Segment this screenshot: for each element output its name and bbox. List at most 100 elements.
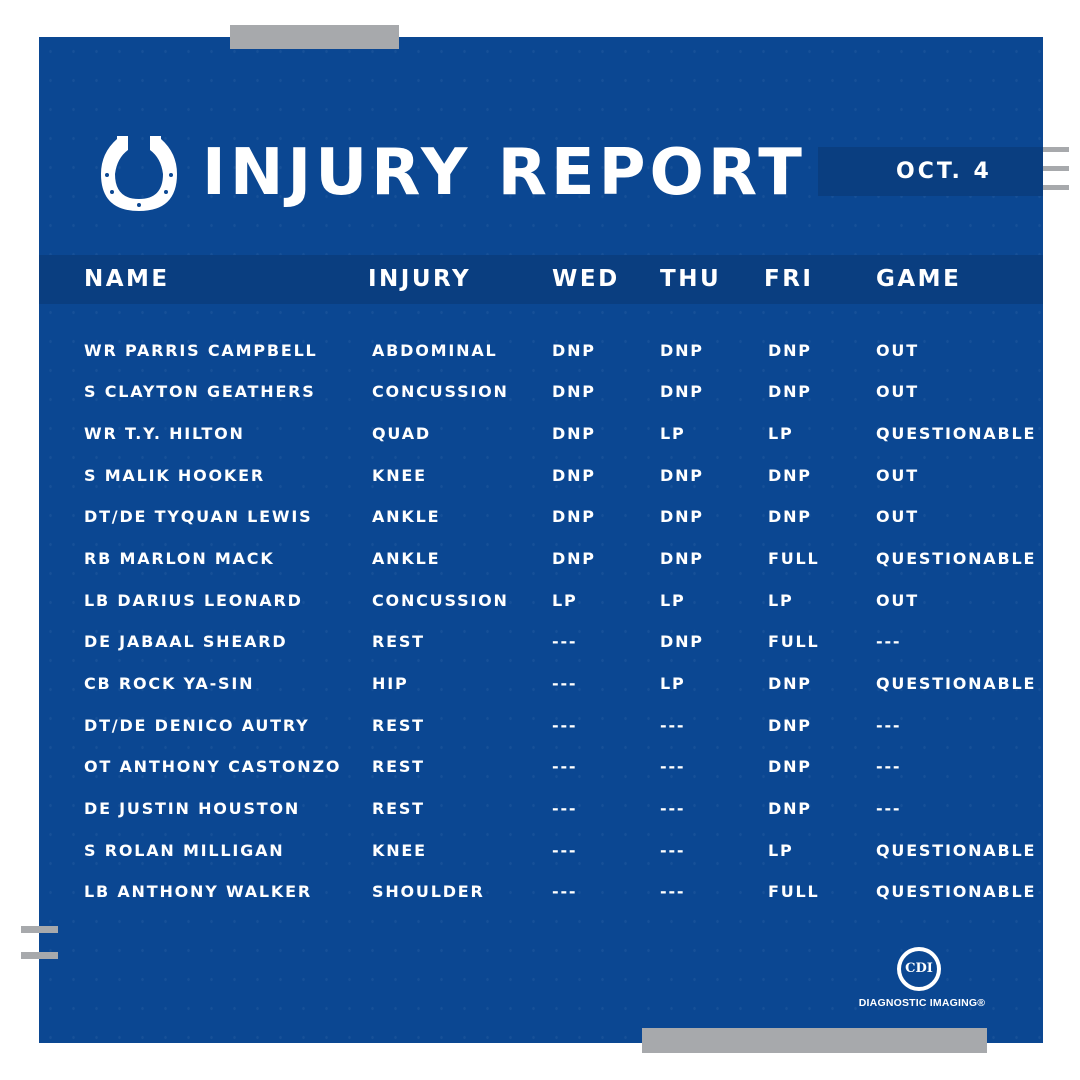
thu-status: DNP — [660, 507, 704, 526]
fri-status: LP — [768, 424, 794, 443]
date-badge — [818, 147, 1043, 196]
fri-status: DNP — [768, 341, 812, 360]
player-name: WR T.Y. HILTON — [84, 424, 245, 443]
player-name: S CLAYTON GEATHERS — [84, 382, 316, 401]
injury-type: ANKLE — [372, 507, 441, 526]
player-name: DT/DE DENICO AUTRY — [84, 716, 310, 735]
wed-status: --- — [552, 632, 578, 651]
table-row: OT ANTHONY CASTONZO REST --- --- DNP --- — [0, 757, 1080, 777]
game-status: --- — [876, 632, 902, 651]
wed-status: DNP — [552, 341, 596, 360]
thu-status: LP — [660, 674, 686, 693]
fri-status: DNP — [768, 674, 812, 693]
player-name: DE JABAAL SHEARD — [84, 632, 288, 651]
game-status: OUT — [876, 341, 919, 360]
thu-status: LP — [660, 591, 686, 610]
thu-status: DNP — [660, 341, 704, 360]
player-name: LB ANTHONY WALKER — [84, 882, 312, 901]
injury-type: QUAD — [372, 424, 431, 443]
left-dash-1 — [21, 926, 58, 933]
injury-type: REST — [372, 716, 425, 735]
injury-type: ANKLE — [372, 549, 441, 568]
table-row: CB ROCK YA-SIN HIP --- LP DNP QUESTIONAB… — [0, 674, 1080, 694]
game-status: OUT — [876, 466, 919, 485]
wed-status: --- — [552, 841, 578, 860]
wed-status: DNP — [552, 424, 596, 443]
sponsor-name: DIAGNOSTIC IMAGING® — [858, 997, 986, 1009]
game-status: --- — [876, 716, 902, 735]
fri-status: DNP — [768, 466, 812, 485]
fri-status: LP — [768, 591, 794, 610]
bottom-accent-bar — [642, 1028, 987, 1053]
fri-status: LP — [768, 841, 794, 860]
horseshoe-icon — [101, 136, 177, 211]
wed-status: --- — [552, 799, 578, 818]
player-name: S ROLAN MILLIGAN — [84, 841, 285, 860]
page-title: INJURY REPORT — [202, 136, 806, 210]
report-date: OCT. 4 — [896, 159, 992, 184]
fri-status: FULL — [768, 632, 820, 651]
fri-status: FULL — [768, 882, 820, 901]
thu-status: --- — [660, 716, 686, 735]
wed-status: LP — [552, 591, 578, 610]
game-status: QUESTIONABLE — [876, 424, 1037, 443]
column-header-thu: THU — [660, 266, 722, 292]
game-status: QUESTIONABLE — [876, 674, 1037, 693]
thu-status: DNP — [660, 632, 704, 651]
wed-status: --- — [552, 716, 578, 735]
injury-type: ABDOMINAL — [372, 341, 498, 360]
thu-status: --- — [660, 841, 686, 860]
table-row: DE JABAAL SHEARD REST --- DNP FULL --- — [0, 632, 1080, 652]
cdi-logo-icon: CDI — [897, 947, 941, 991]
injury-type: KNEE — [372, 466, 427, 485]
sponsor-logo: CDI DIAGNOSTIC IMAGING® — [852, 947, 992, 1013]
wed-status: DNP — [552, 549, 596, 568]
column-header-wed: WED — [552, 266, 620, 292]
player-name: LB DARIUS LEONARD — [84, 591, 303, 610]
thu-status: DNP — [660, 382, 704, 401]
game-status: QUESTIONABLE — [876, 549, 1037, 568]
injury-type: REST — [372, 799, 425, 818]
fri-status: DNP — [768, 799, 812, 818]
game-status: QUESTIONABLE — [876, 841, 1037, 860]
thu-status: --- — [660, 882, 686, 901]
table-row: LB DARIUS LEONARD CONCUSSION LP LP LP OU… — [0, 591, 1080, 611]
player-name: S MALIK HOOKER — [84, 466, 265, 485]
fri-status: DNP — [768, 382, 812, 401]
wed-status: --- — [552, 674, 578, 693]
thu-status: --- — [660, 799, 686, 818]
right-dash-1 — [1043, 147, 1069, 152]
injury-type: SHOULDER — [372, 882, 485, 901]
wed-status: DNP — [552, 507, 596, 526]
wed-status: DNP — [552, 466, 596, 485]
report-panel — [39, 37, 1043, 1043]
table-row: S CLAYTON GEATHERS CONCUSSION DNP DNP DN… — [0, 382, 1080, 402]
fri-status: FULL — [768, 549, 820, 568]
right-dash-3 — [1043, 185, 1069, 190]
fri-status: DNP — [768, 716, 812, 735]
left-dash-2 — [21, 952, 58, 959]
column-header-fri: FRI — [764, 266, 814, 292]
game-status: --- — [876, 757, 902, 776]
table-row: LB ANTHONY WALKER SHOULDER --- --- FULL … — [0, 882, 1080, 902]
player-name: OT ANTHONY CASTONZO — [84, 757, 342, 776]
column-header-injury: INJURY — [368, 266, 472, 292]
injury-type: REST — [372, 632, 425, 651]
player-name: DE JUSTIN HOUSTON — [84, 799, 301, 818]
thu-status: --- — [660, 757, 686, 776]
wed-status: --- — [552, 757, 578, 776]
top-accent-bar — [230, 25, 399, 49]
injury-type: KNEE — [372, 841, 427, 860]
wed-status: DNP — [552, 382, 596, 401]
game-status: OUT — [876, 591, 919, 610]
table-row: DE JUSTIN HOUSTON REST --- --- DNP --- — [0, 799, 1080, 819]
injury-type: REST — [372, 757, 425, 776]
fri-status: DNP — [768, 757, 812, 776]
thu-status: LP — [660, 424, 686, 443]
table-row: S ROLAN MILLIGAN KNEE --- --- LP QUESTIO… — [0, 841, 1080, 861]
injury-type: CONCUSSION — [372, 382, 509, 401]
player-name: CB ROCK YA-SIN — [84, 674, 255, 693]
table-row: DT/DE DENICO AUTRY REST --- --- DNP --- — [0, 716, 1080, 736]
table-row: DT/DE TYQUAN LEWIS ANKLE DNP DNP DNP OUT — [0, 507, 1080, 527]
table-row: RB MARLON MACK ANKLE DNP DNP FULL QUESTI… — [0, 549, 1080, 569]
